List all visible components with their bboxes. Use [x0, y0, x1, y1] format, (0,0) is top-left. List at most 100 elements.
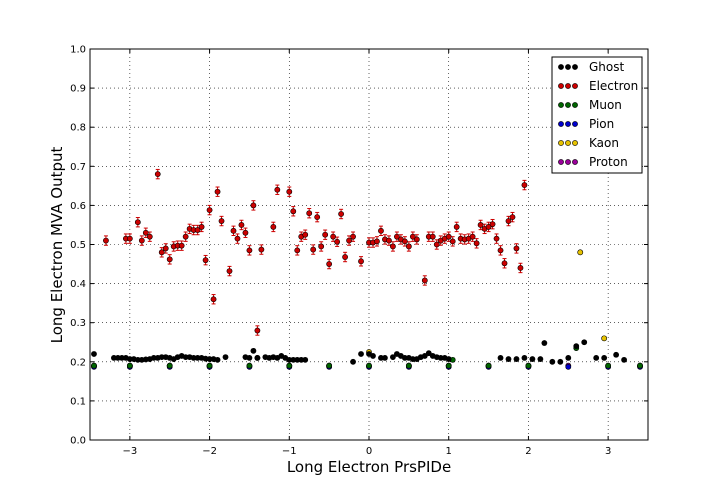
data-point-ghost — [254, 354, 261, 361]
legend-marker-proton — [558, 159, 564, 165]
data-point-electron — [142, 229, 149, 236]
legend: Ghost Electron Muon Pion Kaon Proton — [551, 56, 643, 174]
data-point-ghost — [513, 356, 520, 362]
legend-marker-muon — [565, 102, 571, 108]
data-point-electron — [342, 254, 348, 260]
data-point-electron — [194, 227, 201, 233]
data-point-kaon — [577, 249, 584, 256]
data-point-ghost — [390, 354, 396, 361]
data-point-electron — [509, 214, 516, 221]
data-point-electron — [234, 235, 241, 242]
data-point-muon — [366, 362, 372, 369]
legend-label-muon: Muon — [589, 98, 622, 112]
x-tick-label: 0 — [366, 446, 372, 457]
data-point-ghost — [601, 354, 608, 361]
data-point-ghost — [541, 340, 548, 346]
data-point-muon — [326, 362, 333, 369]
data-point-ghost — [91, 351, 97, 357]
y-tick-label: 0.0 — [70, 436, 86, 447]
data-point-electron — [154, 171, 161, 178]
data-point-electron — [409, 233, 416, 240]
data-point-electron — [393, 233, 400, 240]
data-point-electron — [429, 233, 436, 240]
legend-marker-electron — [565, 83, 571, 89]
legend-marker-kaon — [558, 140, 564, 146]
data-point-electron — [489, 221, 496, 228]
data-points — [91, 171, 643, 370]
data-point-muon — [637, 362, 643, 369]
legend-label-electron: Electron — [589, 79, 638, 93]
data-point-ghost — [222, 354, 229, 361]
data-point-muon — [525, 362, 532, 369]
data-point-ghost — [497, 354, 504, 361]
legend-marker-proton — [565, 159, 571, 165]
y-tick-label: 0.1 — [70, 396, 86, 407]
data-point-kaon — [601, 335, 608, 342]
data-point-electron — [274, 186, 281, 193]
data-point-electron — [103, 237, 109, 244]
data-point-electron — [433, 241, 440, 248]
data-point-electron — [505, 218, 512, 224]
data-point-electron — [390, 243, 396, 250]
legend-marker-ghost — [558, 64, 564, 70]
legend-label-proton: Proton — [589, 155, 628, 169]
data-point-electron — [330, 233, 337, 240]
data-point-electron — [138, 237, 145, 244]
data-point-electron — [386, 237, 392, 244]
legend-marker-pion — [565, 121, 571, 127]
data-point-electron — [473, 240, 480, 247]
data-point-electron — [134, 219, 141, 226]
data-point-electron — [250, 202, 257, 209]
data-point-electron — [358, 258, 364, 265]
data-point-ghost — [302, 356, 309, 363]
data-point-ghost — [565, 354, 572, 361]
x-tick-label: 3 — [605, 446, 611, 457]
data-point-ghost — [521, 354, 528, 361]
data-point-ghost — [382, 354, 388, 361]
data-point-electron — [270, 224, 277, 230]
x-tick-label: 2 — [525, 446, 531, 457]
data-point-ghost — [425, 350, 432, 357]
data-point-ghost — [593, 354, 600, 361]
data-point-electron — [218, 218, 225, 224]
legend-marker-muon — [572, 102, 578, 108]
data-point-electron — [497, 247, 504, 254]
legend-label-kaon: Kaon — [589, 136, 619, 150]
data-point-muon — [206, 362, 213, 369]
data-point-electron — [405, 243, 412, 250]
data-point-electron — [513, 245, 520, 252]
data-point-electron — [521, 182, 528, 188]
data-point-ghost — [250, 347, 257, 354]
data-point-muon — [246, 362, 253, 369]
y-axis-title: Long Electron MVA Output — [48, 147, 66, 344]
data-point-muon — [126, 362, 133, 369]
data-point-electron — [306, 210, 313, 217]
data-point-pion — [565, 363, 572, 370]
legend-marker-pion — [572, 121, 578, 127]
data-point-electron — [302, 231, 309, 238]
data-point-electron — [334, 238, 341, 245]
data-point-ghost — [581, 339, 588, 346]
x-tick-label: −1 — [282, 446, 297, 457]
data-point-electron — [126, 235, 133, 242]
data-point-ghost — [557, 358, 564, 365]
data-point-electron — [449, 238, 456, 245]
y-tick-label: 0.2 — [70, 357, 86, 368]
data-point-electron — [182, 233, 189, 240]
data-point-electron — [477, 222, 484, 228]
legend-marker-ghost — [572, 64, 578, 70]
data-point-ghost — [549, 358, 556, 365]
data-point-ghost — [529, 356, 536, 362]
data-point-electron — [238, 222, 245, 228]
legend-box — [551, 56, 643, 174]
data-point-electron — [469, 233, 476, 240]
data-point-electron — [206, 207, 213, 213]
data-point-electron — [158, 249, 165, 256]
series-electron — [103, 171, 528, 334]
x-tick-label: 1 — [446, 446, 452, 457]
legend-marker-muon — [558, 102, 564, 108]
data-point-electron — [214, 188, 221, 195]
legend-marker-kaon — [565, 140, 571, 146]
data-point-ghost — [358, 351, 364, 357]
data-point-muon — [91, 362, 97, 369]
